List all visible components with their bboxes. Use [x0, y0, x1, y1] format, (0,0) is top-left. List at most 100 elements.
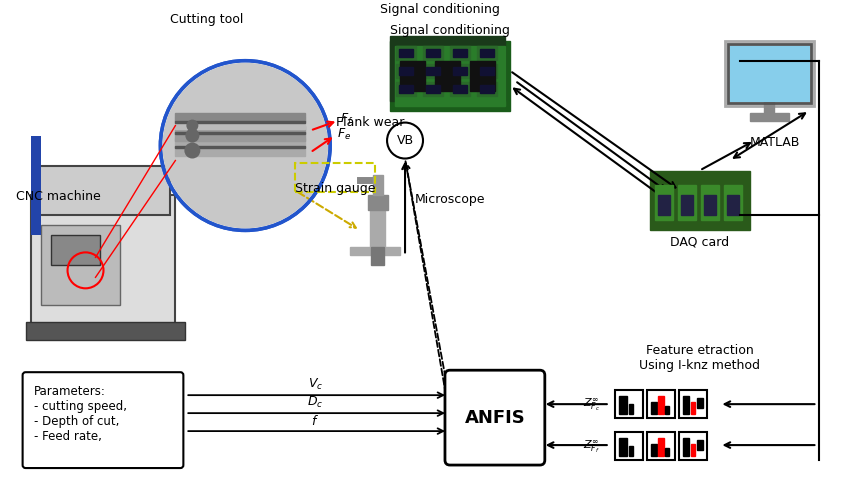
Text: - Feed rate,: - Feed rate, [34, 430, 101, 443]
Bar [647, 390, 675, 418]
Circle shape [387, 122, 423, 158]
FancyBboxPatch shape [170, 116, 185, 156]
Text: $F_f$: $F_f$ [340, 112, 354, 126]
Bar [371, 248, 384, 266]
Bar [426, 84, 440, 92]
Bar [453, 48, 467, 56]
Bar [390, 36, 505, 100]
Bar [700, 186, 718, 220]
Bar [399, 84, 413, 92]
Bar [423, 64, 443, 78]
Circle shape [233, 154, 247, 168]
Text: ANFIS: ANFIS [464, 409, 525, 427]
FancyBboxPatch shape [23, 372, 184, 468]
Bar [396, 46, 416, 60]
Circle shape [185, 128, 200, 142]
Circle shape [184, 142, 201, 158]
FancyBboxPatch shape [445, 370, 545, 465]
Bar [175, 132, 305, 134]
Bar [764, 98, 774, 116]
Bar [175, 116, 305, 128]
Text: Strain gauge: Strain gauge [295, 182, 376, 196]
Bar [470, 60, 495, 90]
Circle shape [162, 62, 328, 228]
Bar [704, 196, 716, 216]
Bar [629, 404, 632, 414]
Bar [665, 448, 669, 456]
Bar [450, 46, 470, 60]
Circle shape [233, 122, 247, 136]
Bar [678, 432, 706, 460]
Bar [400, 60, 425, 90]
Bar [683, 438, 689, 456]
Bar [175, 112, 305, 120]
Bar [426, 48, 440, 56]
Bar [665, 406, 669, 414]
Text: $F_e$: $F_e$ [337, 126, 351, 142]
Text: CNC machine: CNC machine [15, 190, 100, 203]
Bar [368, 196, 388, 210]
Bar [350, 248, 400, 256]
Bar [399, 66, 413, 74]
Text: $D_c$: $D_c$ [307, 395, 323, 410]
Text: DAQ card: DAQ card [670, 236, 729, 248]
FancyBboxPatch shape [50, 236, 100, 266]
Bar [619, 396, 626, 414]
Text: $Z^{\infty}_{F_c}$: $Z^{\infty}_{F_c}$ [582, 397, 600, 413]
Bar [728, 44, 812, 102]
Text: $V_c$: $V_c$ [308, 377, 323, 392]
Bar [480, 66, 494, 74]
Text: Signal conditioning: Signal conditioning [380, 2, 500, 16]
Bar [295, 162, 375, 192]
Bar [453, 84, 467, 92]
Text: Parameters:: Parameters: [34, 385, 105, 398]
Bar [390, 40, 510, 110]
Bar [396, 82, 416, 96]
Bar [629, 446, 632, 456]
FancyBboxPatch shape [26, 322, 185, 340]
Bar [650, 402, 657, 414]
FancyBboxPatch shape [31, 196, 175, 326]
Bar [690, 402, 694, 414]
Bar [690, 444, 694, 456]
Text: Flank wear: Flank wear [336, 116, 405, 129]
Bar [658, 396, 664, 414]
Bar [450, 64, 470, 78]
FancyBboxPatch shape [175, 136, 315, 160]
Text: VB: VB [396, 134, 414, 147]
Bar [650, 444, 657, 456]
Bar [175, 146, 305, 148]
Bar [724, 40, 814, 106]
Bar [175, 126, 305, 140]
Text: $f$: $f$ [311, 414, 319, 428]
Bar [683, 396, 689, 414]
Bar [654, 186, 672, 220]
Bar [681, 196, 693, 216]
Bar [723, 186, 741, 220]
Bar [450, 82, 470, 96]
Text: Cutting tool: Cutting tool [170, 12, 244, 26]
Bar [697, 398, 703, 408]
Bar [678, 390, 706, 418]
Text: $Z^{\infty}_{F_f}$: $Z^{\infty}_{F_f}$ [583, 439, 600, 456]
Bar [423, 46, 443, 60]
Bar [697, 440, 703, 450]
Bar [750, 112, 790, 120]
Bar [658, 196, 670, 216]
FancyBboxPatch shape [41, 226, 121, 306]
Text: Using I-knz method: Using I-knz method [639, 358, 760, 372]
Text: Microscope: Microscope [415, 194, 485, 206]
FancyBboxPatch shape [175, 120, 315, 141]
FancyBboxPatch shape [175, 110, 315, 126]
Bar [423, 82, 443, 96]
Text: MATLAB: MATLAB [750, 136, 800, 148]
Bar [477, 82, 497, 96]
Bar [373, 176, 383, 196]
Bar [370, 200, 385, 250]
Bar [480, 48, 494, 56]
Circle shape [186, 120, 198, 132]
FancyBboxPatch shape [31, 136, 41, 235]
Bar [396, 64, 416, 78]
Bar [615, 432, 643, 460]
Text: - cutting speed,: - cutting speed, [34, 400, 127, 413]
